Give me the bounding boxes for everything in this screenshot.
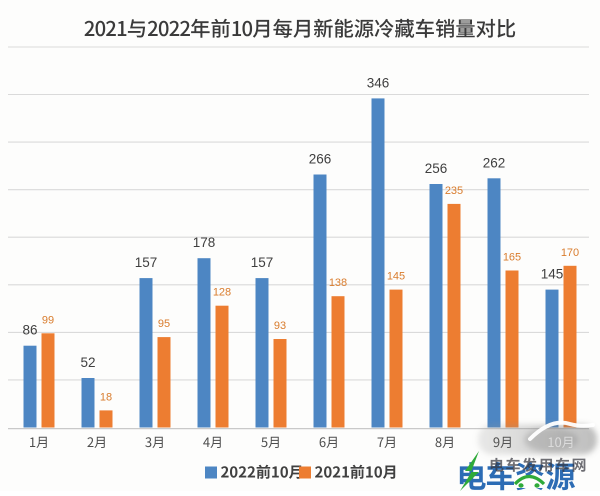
- svg-text:178: 178: [193, 235, 216, 250]
- svg-text:99: 99: [42, 314, 54, 326]
- svg-text:93: 93: [274, 320, 286, 332]
- svg-text:138: 138: [329, 277, 347, 289]
- svg-text:157: 157: [251, 255, 274, 270]
- svg-text:52: 52: [80, 355, 95, 370]
- svg-text:128: 128: [213, 287, 231, 299]
- svg-text:235: 235: [445, 185, 463, 197]
- svg-text:157: 157: [135, 255, 158, 270]
- svg-text:145: 145: [541, 267, 564, 282]
- svg-text:95: 95: [158, 318, 170, 330]
- svg-text:18: 18: [100, 391, 112, 403]
- svg-text:86: 86: [22, 323, 37, 338]
- svg-text:145: 145: [387, 271, 405, 283]
- svg-text:165: 165: [503, 252, 521, 264]
- svg-text:346: 346: [367, 75, 390, 90]
- svg-text:262: 262: [483, 155, 506, 170]
- svg-text:256: 256: [425, 161, 448, 176]
- svg-text:266: 266: [309, 152, 332, 167]
- svg-text:170: 170: [561, 247, 579, 259]
